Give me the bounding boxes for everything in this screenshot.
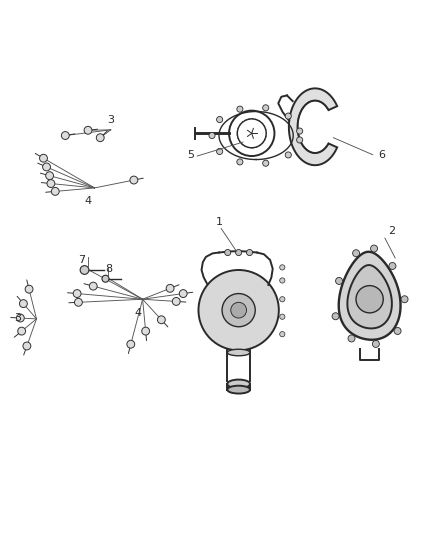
Text: 5: 5: [187, 150, 194, 160]
Text: 1: 1: [215, 217, 223, 227]
Polygon shape: [347, 265, 392, 328]
Circle shape: [285, 113, 291, 119]
Circle shape: [61, 132, 69, 140]
Circle shape: [237, 159, 243, 165]
Circle shape: [42, 163, 50, 171]
Circle shape: [280, 332, 285, 337]
Circle shape: [157, 316, 165, 324]
Polygon shape: [289, 88, 337, 165]
Circle shape: [47, 180, 55, 188]
Circle shape: [216, 148, 223, 155]
Text: 3: 3: [107, 116, 114, 125]
Circle shape: [297, 137, 303, 143]
Circle shape: [372, 341, 379, 348]
Circle shape: [353, 250, 360, 257]
Circle shape: [225, 249, 231, 256]
Circle shape: [142, 327, 150, 335]
Circle shape: [394, 327, 401, 335]
Circle shape: [280, 265, 285, 270]
Circle shape: [73, 289, 81, 297]
Circle shape: [285, 152, 291, 158]
Ellipse shape: [227, 349, 250, 356]
Circle shape: [336, 278, 343, 285]
Circle shape: [172, 297, 180, 305]
Circle shape: [19, 300, 27, 308]
Circle shape: [23, 342, 31, 350]
Circle shape: [222, 294, 255, 327]
Circle shape: [74, 298, 82, 306]
Circle shape: [102, 275, 109, 282]
Circle shape: [356, 286, 383, 313]
Circle shape: [46, 172, 53, 180]
Circle shape: [80, 265, 89, 274]
Text: 4: 4: [85, 196, 92, 206]
Circle shape: [39, 154, 47, 162]
Circle shape: [198, 270, 279, 350]
Circle shape: [280, 314, 285, 319]
Circle shape: [179, 289, 187, 297]
Circle shape: [280, 297, 285, 302]
Circle shape: [231, 302, 247, 318]
Circle shape: [332, 313, 339, 320]
Text: 4: 4: [134, 308, 142, 318]
Circle shape: [51, 188, 59, 195]
Circle shape: [237, 106, 243, 112]
Text: 2: 2: [388, 226, 395, 236]
Text: 8: 8: [106, 264, 113, 274]
Circle shape: [18, 327, 25, 335]
Circle shape: [84, 126, 92, 134]
Circle shape: [263, 105, 269, 111]
Circle shape: [389, 262, 396, 270]
Text: 7: 7: [78, 255, 85, 265]
Circle shape: [247, 249, 253, 256]
Circle shape: [16, 314, 24, 322]
Circle shape: [89, 282, 97, 290]
Circle shape: [236, 249, 242, 256]
Circle shape: [96, 134, 104, 142]
Circle shape: [130, 176, 138, 184]
Text: 6: 6: [378, 150, 385, 160]
Polygon shape: [339, 252, 400, 340]
Circle shape: [401, 296, 408, 303]
Circle shape: [166, 285, 174, 292]
Circle shape: [25, 285, 33, 293]
Circle shape: [263, 160, 269, 166]
Circle shape: [348, 335, 355, 342]
Circle shape: [280, 278, 285, 283]
Ellipse shape: [227, 386, 250, 393]
Ellipse shape: [227, 379, 250, 389]
Circle shape: [297, 128, 303, 134]
Circle shape: [127, 340, 135, 348]
Circle shape: [216, 117, 223, 123]
Circle shape: [209, 133, 215, 139]
Circle shape: [371, 245, 378, 252]
Text: 3: 3: [14, 313, 21, 323]
